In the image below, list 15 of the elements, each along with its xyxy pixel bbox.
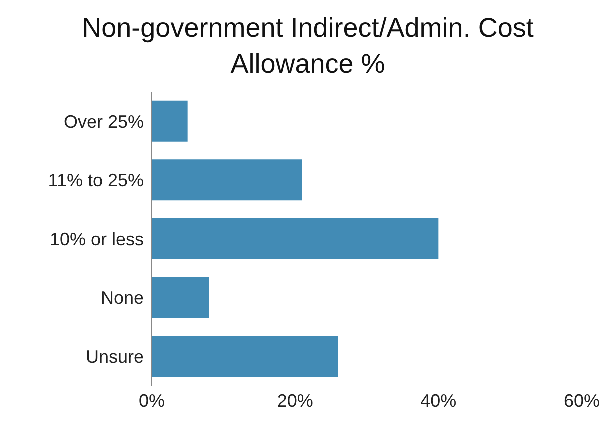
y-tick-label: 10% or less (50, 229, 144, 250)
chart-title: Non-government Indirect/Admin. Cost Allowance % (81, 12, 535, 81)
bar (152, 160, 302, 201)
x-tick-label: 0% (138, 390, 166, 411)
y-tick-label: 11% to 25% (48, 170, 144, 191)
bar (152, 100, 188, 142)
bar (152, 336, 338, 378)
y-tick-label: None (100, 288, 144, 308)
bar (152, 218, 439, 260)
x-tick-label: 60% (564, 390, 600, 411)
x-tick-label: 40% (420, 390, 457, 411)
x-tick-label: 20% (277, 390, 314, 411)
bar (152, 277, 210, 318)
y-tick-label: Over 25% (64, 112, 144, 132)
y-tick-label: Unsure (86, 346, 144, 367)
